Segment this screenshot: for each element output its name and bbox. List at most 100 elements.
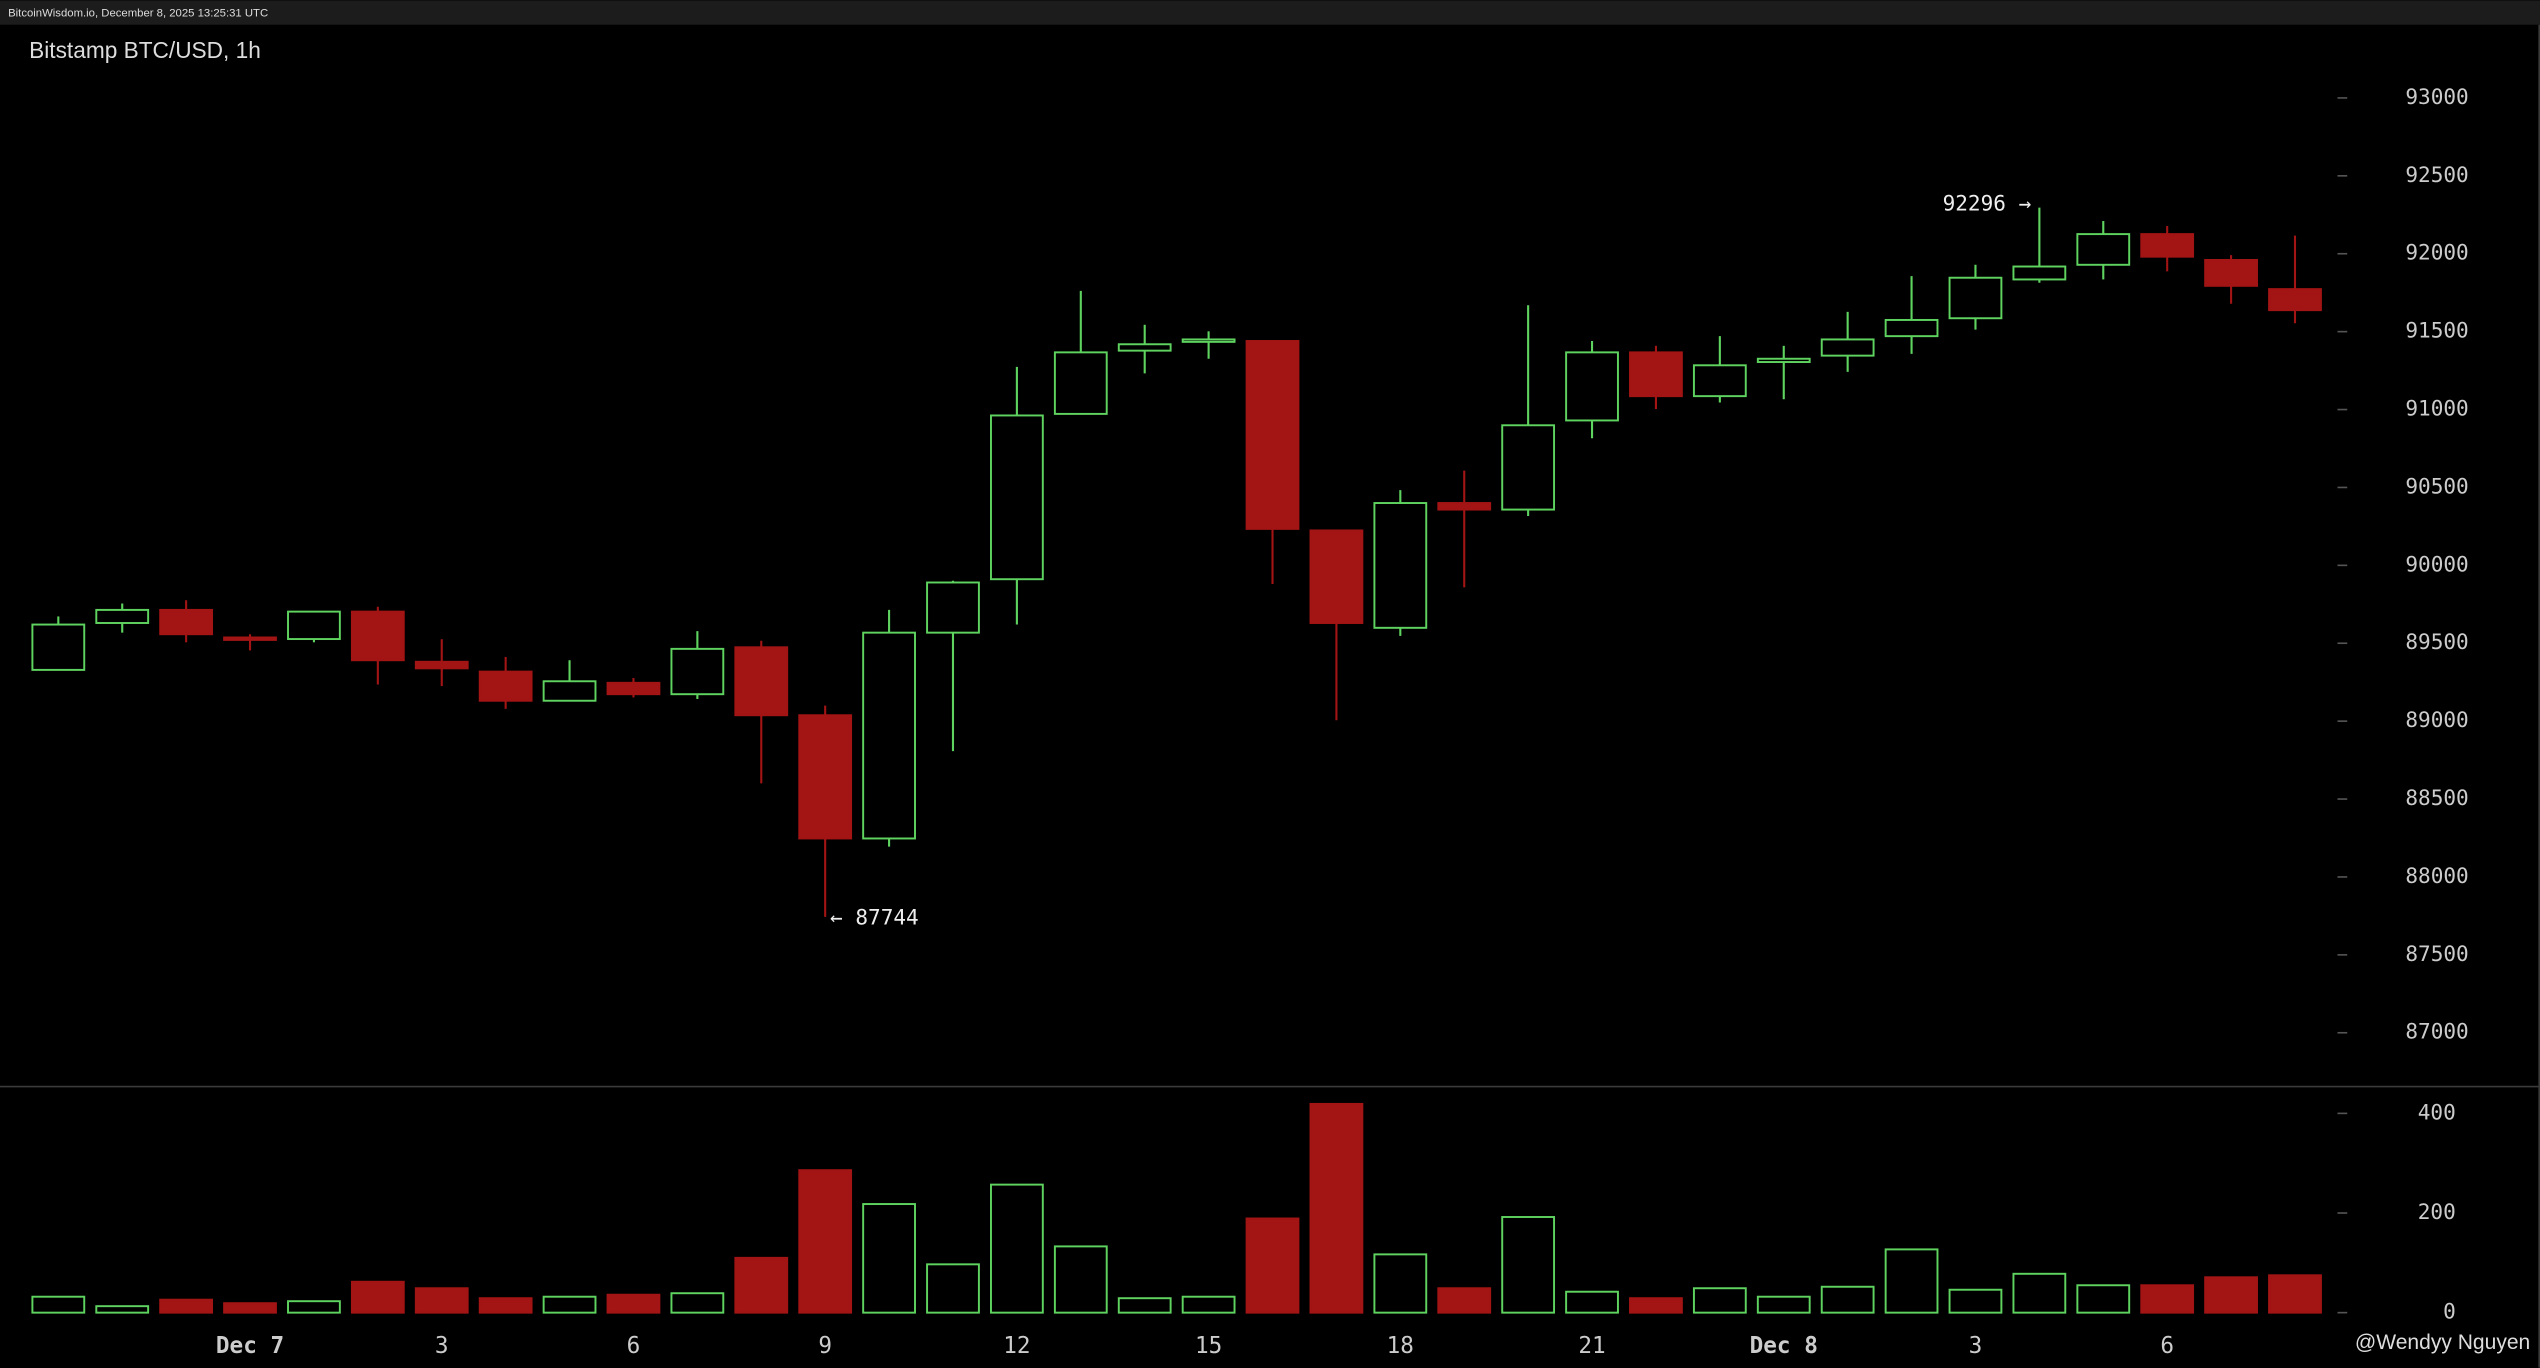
y-tick-label: 89000 <box>2405 707 2468 732</box>
volume-y-tick-label: 400 <box>2418 1099 2456 1124</box>
candle-body <box>2140 233 2195 258</box>
volume-bar <box>1501 1216 1556 1314</box>
candle-body <box>1181 338 1236 343</box>
candle-body <box>223 636 277 641</box>
volume-bar <box>2140 1284 2195 1314</box>
x-tick-label: Dec 8 <box>1750 1333 1818 1359</box>
candle-body <box>1692 364 1747 398</box>
y-tick-label: 87000 <box>2405 1019 2468 1044</box>
x-tick-label: 6 <box>2160 1333 2174 1359</box>
high-annotation: 92296 → <box>1943 190 2032 215</box>
volume-bar <box>478 1297 533 1314</box>
candle-body <box>1884 318 1939 338</box>
candle-body <box>798 714 853 840</box>
volume-bar <box>798 1169 853 1314</box>
candle-body <box>2012 265 2067 281</box>
volume-bar <box>990 1183 1044 1314</box>
candle-body <box>990 414 1044 581</box>
volume-bar <box>159 1298 214 1314</box>
volume-bar <box>1565 1290 1619 1314</box>
volume-bar <box>1756 1295 1811 1314</box>
y-tick-label: 88000 <box>2405 863 2468 888</box>
candle-body <box>606 681 661 696</box>
candle-body <box>862 631 916 840</box>
volume-bar <box>31 1295 86 1314</box>
volume-bar <box>1820 1285 1875 1314</box>
candle-body <box>1437 502 1492 511</box>
candle-body <box>95 608 150 624</box>
x-tick-label: Dec 7 <box>216 1333 284 1359</box>
volume-bar <box>350 1280 405 1314</box>
candle-body <box>1565 351 1619 422</box>
y-tick-label: 93000 <box>2405 84 2468 109</box>
volume-bar <box>287 1300 341 1314</box>
volume-bar <box>670 1292 725 1314</box>
volume-y-tick-label: 200 <box>2418 1199 2456 1224</box>
y-tick-label: 91500 <box>2405 318 2468 343</box>
y-tick-label: 91000 <box>2405 396 2468 421</box>
volume-bar <box>2204 1276 2258 1314</box>
y-tick-label: 90000 <box>2405 551 2468 576</box>
volume-bar <box>1692 1287 1747 1314</box>
watermark: @Wendyy Nguyen <box>2355 1331 2530 1354</box>
candle-body <box>350 610 405 662</box>
x-tick-label: 12 <box>1003 1333 1030 1359</box>
candle-body <box>159 608 214 636</box>
volume-bar <box>1309 1102 1364 1314</box>
volume-bar <box>1053 1245 1108 1314</box>
candle-body <box>414 660 469 670</box>
candle-body <box>1373 502 1428 629</box>
y-tick-label: 92500 <box>2405 162 2468 187</box>
candle-body <box>1756 357 1811 363</box>
y-tick-label: 89500 <box>2405 629 2468 654</box>
candle-body <box>478 670 533 702</box>
candle-body <box>734 646 789 717</box>
volume-bar <box>862 1203 916 1314</box>
candle-body <box>1501 424 1556 511</box>
candle-body <box>1053 351 1108 415</box>
candle-body <box>1245 340 1300 530</box>
y-tick-label: 87500 <box>2405 941 2468 966</box>
volume-bar <box>1373 1253 1428 1314</box>
candle-body <box>1309 529 1364 624</box>
x-tick-label: 3 <box>1969 1333 1983 1359</box>
low-annotation: ← 87744 <box>830 904 919 929</box>
y-tick-label: 88500 <box>2405 785 2468 810</box>
y-tick-label: 90500 <box>2405 473 2468 498</box>
volume-bar <box>1437 1287 1492 1314</box>
volume-bar <box>223 1302 277 1314</box>
candle-body <box>1629 351 1683 398</box>
volume-bar <box>2076 1284 2131 1314</box>
volume-bar <box>734 1256 789 1314</box>
volume-bar <box>1117 1297 1172 1314</box>
candle-body <box>926 581 980 634</box>
x-tick-label: 15 <box>1195 1333 1222 1359</box>
x-tick-label: 18 <box>1387 1333 1414 1359</box>
volume-bar <box>926 1263 980 1314</box>
header-text: BitcoinWisdom.io, December 8, 2025 13:25… <box>8 7 268 19</box>
header-bar <box>0 0 2540 25</box>
volume-bar <box>542 1295 597 1314</box>
volume-bar <box>606 1293 661 1314</box>
volume-bar <box>1181 1295 1236 1314</box>
volume-bar <box>1948 1288 2003 1314</box>
candle-body <box>670 647 725 696</box>
candle-body <box>287 610 341 641</box>
x-tick-label: 9 <box>818 1333 832 1359</box>
volume-bar <box>2012 1272 2067 1314</box>
volume-bar <box>1245 1217 1300 1314</box>
volume-y-tick-label: 0 <box>2443 1299 2456 1324</box>
volume-bar <box>1629 1297 1683 1314</box>
volume-bar <box>414 1287 469 1314</box>
candle-body <box>31 623 86 671</box>
volume-bar <box>2268 1274 2322 1314</box>
x-tick-label: 21 <box>1578 1333 1605 1359</box>
x-tick-label: 3 <box>435 1333 449 1359</box>
x-tick-label: 6 <box>627 1333 641 1359</box>
volume-bar <box>1884 1248 1939 1314</box>
y-tick-label: 92000 <box>2405 240 2468 265</box>
candle-body <box>1117 343 1172 352</box>
